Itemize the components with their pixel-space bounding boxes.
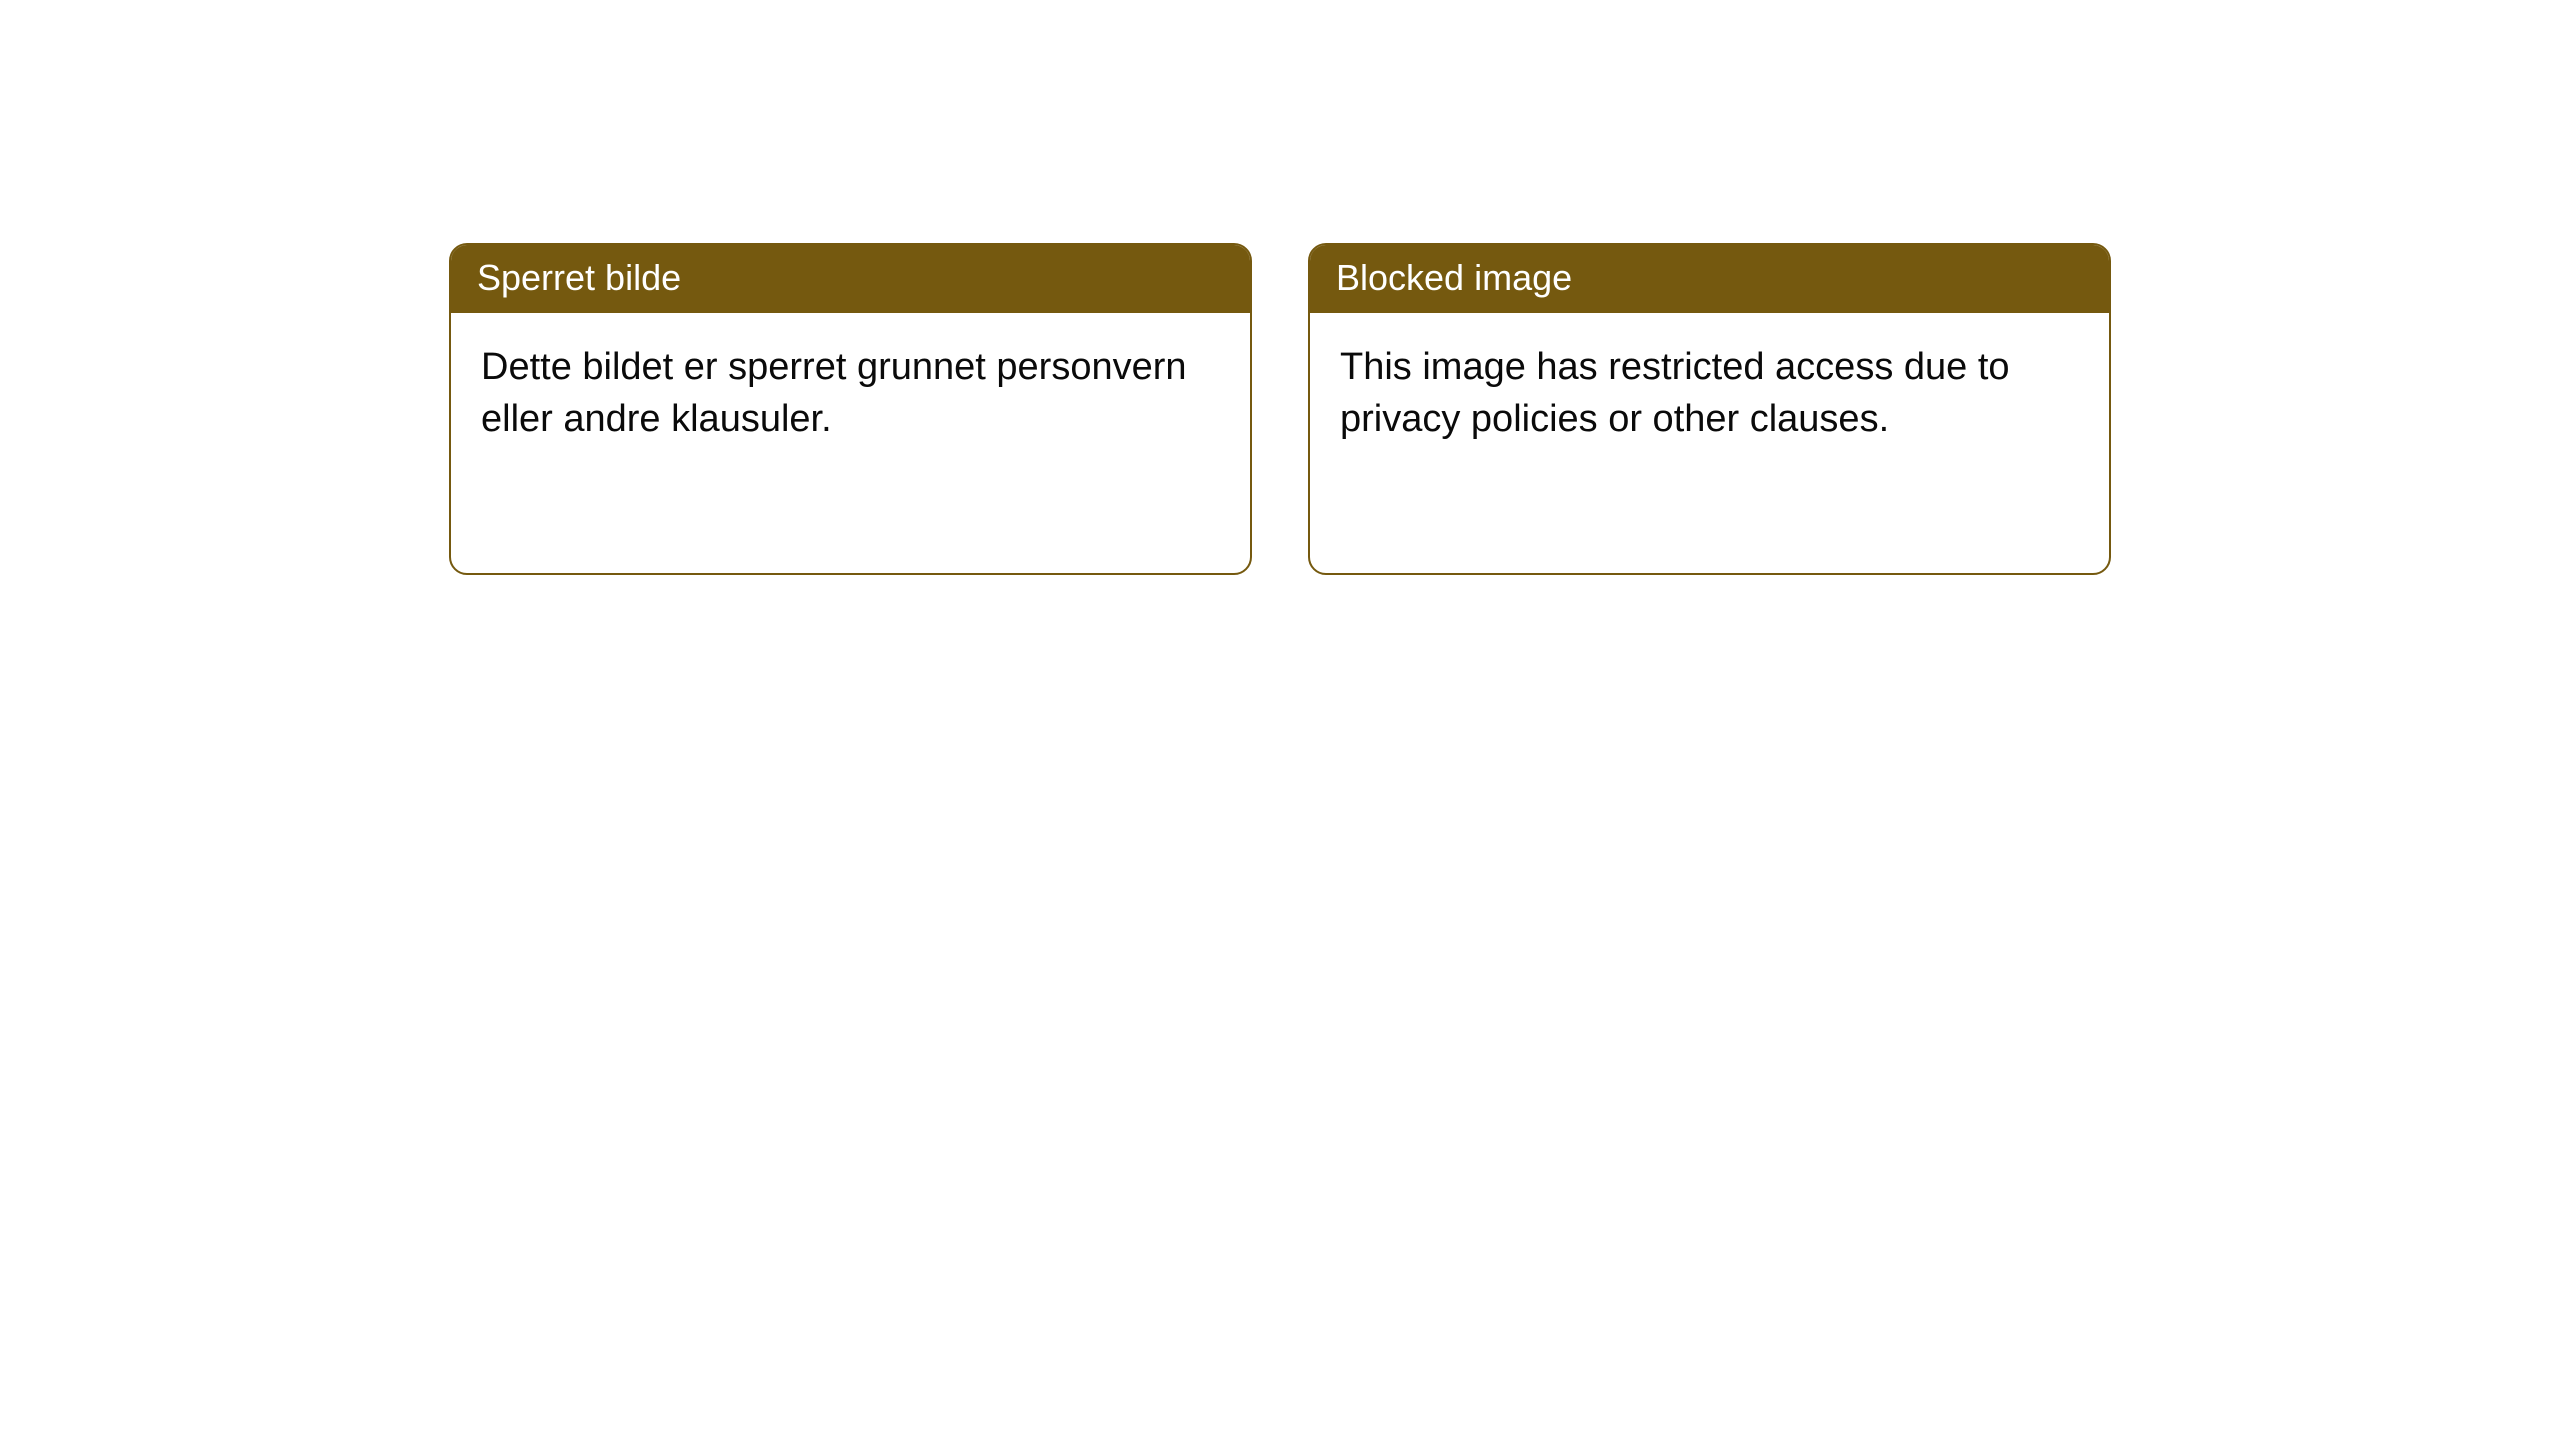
card-body-en: This image has restricted access due to … <box>1310 313 2109 473</box>
card-header-no: Sperret bilde <box>451 245 1250 313</box>
card-norwegian: Sperret bilde Dette bildet er sperret gr… <box>449 243 1252 575</box>
card-header-en: Blocked image <box>1310 245 2109 313</box>
notice-cards: Sperret bilde Dette bildet er sperret gr… <box>449 243 2111 575</box>
card-english: Blocked image This image has restricted … <box>1308 243 2111 575</box>
card-body-no: Dette bildet er sperret grunnet personve… <box>451 313 1250 473</box>
